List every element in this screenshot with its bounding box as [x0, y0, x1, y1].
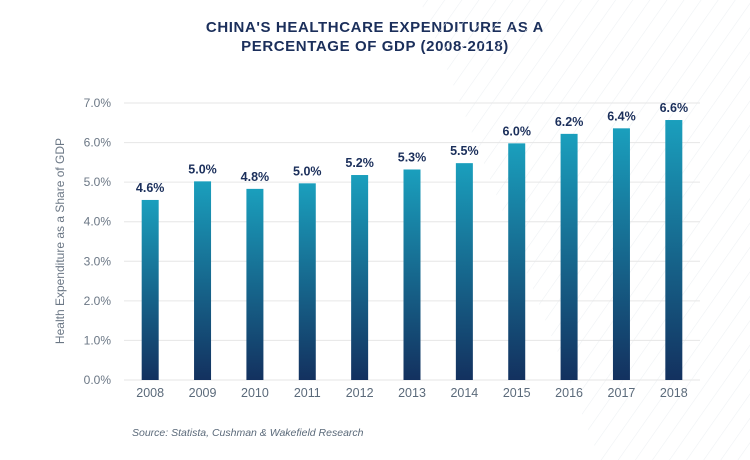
data-label: 5.2%: [345, 156, 374, 170]
y-axis-label: Health Expenditure as a Share of GDP: [53, 138, 67, 344]
y-axis-ticks: 0.0% 1.0% 2.0% 3.0% 4.0% 5.0% 6.0% 7.0%: [84, 96, 112, 387]
data-label: 6.6%: [660, 101, 689, 115]
data-label: 6.4%: [607, 109, 636, 123]
data-label: 4.6%: [136, 181, 165, 195]
y-tick-label: 7.0%: [84, 96, 112, 110]
y-tick-label: 2.0%: [84, 294, 112, 308]
x-tick-label: 2014: [450, 386, 478, 400]
data-label: 4.8%: [241, 170, 270, 184]
data-label: 5.5%: [450, 144, 479, 158]
y-tick-label: 0.0%: [84, 373, 112, 387]
x-tick-label: 2015: [503, 386, 531, 400]
x-tick-label: 2011: [294, 386, 321, 400]
x-tick-label: 2018: [660, 386, 688, 400]
bar: [298, 183, 316, 380]
y-tick-label: 5.0%: [84, 175, 112, 189]
bar: [351, 175, 369, 380]
data-label: 5.3%: [398, 150, 427, 164]
data-labels: 4.6% 5.0% 4.8% 5.0% 5.2% 5.3% 5.5% 6.0% 6.2% 6.4%…: [136, 101, 688, 195]
bar: [612, 128, 630, 380]
y-tick-label: 4.0%: [84, 215, 112, 229]
bar: [246, 188, 264, 380]
data-label: 5.0%: [188, 162, 217, 176]
data-label: 6.2%: [555, 115, 584, 129]
bar: [141, 199, 159, 380]
x-tick-label: 2016: [555, 386, 583, 400]
x-tick-label: 2010: [241, 386, 269, 400]
y-tick-label: 1.0%: [84, 333, 112, 347]
y-tick-label: 6.0%: [84, 136, 112, 150]
bars: [141, 120, 683, 380]
x-tick-label: 2017: [608, 386, 636, 400]
bar: [403, 169, 421, 380]
data-label: 6.0%: [502, 124, 531, 138]
bar: [665, 120, 683, 380]
x-tick-label: 2009: [189, 386, 217, 400]
x-tick-label: 2008: [136, 386, 164, 400]
x-axis-ticks: 2008 2009 2010 2011 2012 2013 2014 2015 2016 2017…: [136, 386, 687, 400]
x-tick-label: 2012: [346, 386, 374, 400]
bar: [560, 133, 578, 380]
bar: [508, 143, 526, 380]
x-tick-label: 2013: [398, 386, 426, 400]
source-note: Source: Statista, Cushman & Wakefield Re…: [132, 427, 364, 439]
data-label: 5.0%: [293, 164, 322, 178]
bar: [194, 181, 212, 380]
bar: [455, 163, 473, 380]
y-tick-label: 3.0%: [84, 254, 112, 268]
